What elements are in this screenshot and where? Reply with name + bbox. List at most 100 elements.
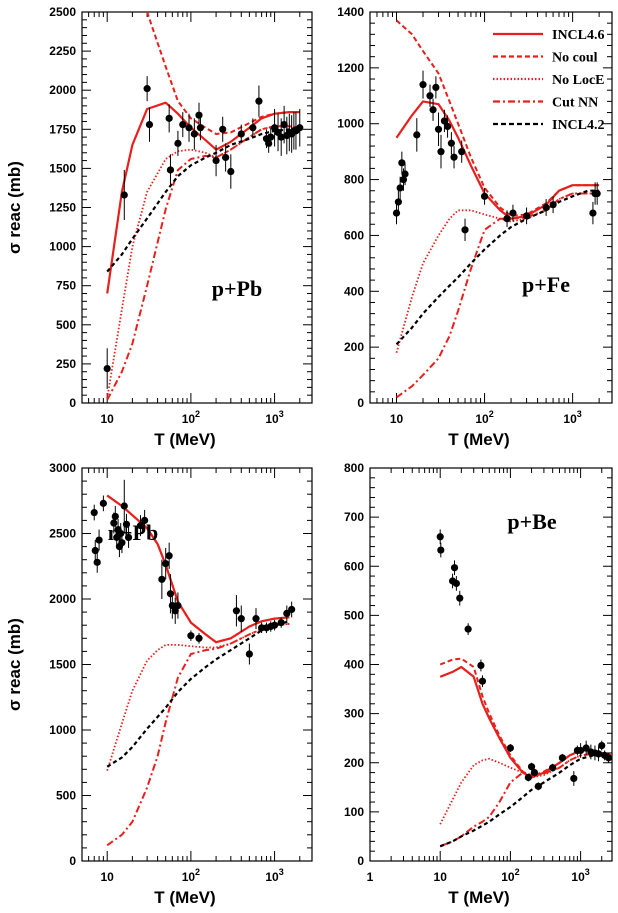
data-point xyxy=(530,768,539,777)
series-line-no-coul xyxy=(106,494,290,644)
data-point xyxy=(165,114,173,122)
y-tick-label: 1000 xyxy=(337,117,364,131)
y-tick-label: 3000 xyxy=(49,461,76,475)
data-point xyxy=(237,615,245,623)
data-point xyxy=(396,184,404,192)
data-point xyxy=(111,512,119,521)
x-tick-label: 103 xyxy=(265,409,283,426)
data-point xyxy=(461,226,469,234)
data-point xyxy=(456,594,464,602)
data-point xyxy=(283,609,291,618)
legend-label-incl4-6: INCL4.6 xyxy=(552,28,605,43)
y-tick-label: 1500 xyxy=(49,161,76,175)
data-point xyxy=(432,83,440,92)
data-point xyxy=(122,520,131,528)
data-point xyxy=(143,85,151,93)
data-point xyxy=(464,625,472,633)
data-point xyxy=(437,546,445,554)
data-point xyxy=(558,754,566,762)
data-point xyxy=(136,522,145,530)
data-point xyxy=(120,191,128,199)
legend: INCL4.6 No coul No LocE Cut NN INCL4.2 xyxy=(493,28,605,133)
data-point xyxy=(542,203,550,212)
x-axis-label: T (MeV) xyxy=(154,888,215,907)
x-tick-label: 102 xyxy=(182,867,200,884)
series-line-no-loce xyxy=(106,623,290,771)
data-point xyxy=(589,209,597,217)
y-tick-label: 2500 xyxy=(49,527,76,541)
data-point xyxy=(447,139,455,147)
data-point xyxy=(185,124,193,132)
y-tick-label: 1000 xyxy=(49,240,76,254)
y-tick-label: 1200 xyxy=(337,61,364,75)
series-line-incl4-6 xyxy=(439,665,612,779)
data-point xyxy=(401,170,409,178)
x-axis-label: T (MeV) xyxy=(448,430,509,449)
data-point xyxy=(249,124,257,132)
data-point xyxy=(118,539,126,547)
data-point xyxy=(429,106,437,114)
x-tick-label: 1 xyxy=(367,870,374,884)
data-point xyxy=(452,579,460,588)
data-points xyxy=(103,76,304,389)
y-tick-label: 2000 xyxy=(49,83,76,97)
data-point xyxy=(524,773,532,782)
data-point xyxy=(478,677,487,685)
data-point xyxy=(90,508,98,517)
data-point xyxy=(166,166,175,174)
data-point xyxy=(168,601,176,610)
x-tick-label: 102 xyxy=(501,867,519,884)
data-point xyxy=(419,81,427,89)
data-point xyxy=(458,148,466,156)
x-axis-label: T (MeV) xyxy=(154,430,215,449)
data-point xyxy=(196,124,205,132)
data-point xyxy=(277,133,285,141)
data-point xyxy=(443,122,452,131)
data-point xyxy=(522,212,531,220)
y-tick-label: 1400 xyxy=(337,5,364,19)
data-point xyxy=(450,153,458,161)
data-point xyxy=(252,615,260,623)
series-line-cut-nn xyxy=(106,125,300,401)
data-point xyxy=(99,499,107,507)
data-point xyxy=(195,634,203,642)
y-tick-label: 800 xyxy=(344,173,364,187)
curves xyxy=(106,12,300,401)
y-tick-label: 1250 xyxy=(49,201,76,215)
y-tick-label: 400 xyxy=(344,284,364,298)
data-point xyxy=(296,124,304,132)
y-tick-label: 2000 xyxy=(49,592,76,606)
x-tick-label: 103 xyxy=(563,409,581,426)
x-tick-label: 103 xyxy=(571,867,589,884)
series-line-no-coul xyxy=(146,12,300,135)
data-point xyxy=(166,590,175,598)
y-tick-label: 800 xyxy=(344,461,364,475)
data-point xyxy=(124,533,133,542)
series-line-no-coul xyxy=(439,657,612,778)
data-point xyxy=(534,782,542,790)
data-point xyxy=(190,130,198,138)
data-point xyxy=(91,546,99,555)
data-point xyxy=(413,131,421,139)
x-tick-label: 103 xyxy=(265,867,283,884)
data-point xyxy=(577,746,585,755)
data-point xyxy=(477,661,485,670)
data-point xyxy=(506,744,515,752)
panel-n-pb: 0 500 1000 1500 2000 2500 3000 10 102 103 T (MeV) σ… xyxy=(5,461,313,907)
data-point xyxy=(219,125,227,133)
plot-frame xyxy=(369,11,613,404)
data-point xyxy=(95,536,103,544)
series-line-no-loce xyxy=(106,125,300,399)
curves xyxy=(439,657,612,848)
y-axis-label: σ reac (mb) xyxy=(5,161,24,254)
data-point xyxy=(437,148,445,156)
y-tick-label: 1500 xyxy=(49,658,76,672)
panel-label: p+Pb xyxy=(212,276,262,301)
data-point xyxy=(212,156,220,165)
panel-label: p+Fe xyxy=(522,272,570,297)
x-tick-label: 10 xyxy=(390,412,404,426)
data-point xyxy=(434,125,443,133)
series-line-incl4-2 xyxy=(395,189,600,346)
data-point xyxy=(195,111,203,119)
series-line-incl4-6 xyxy=(395,100,600,220)
